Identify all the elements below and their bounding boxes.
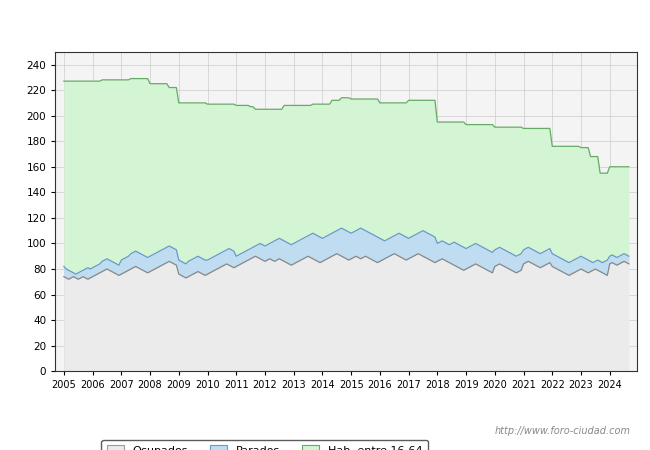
Legend: Ocupados, Parados, Hab. entre 16-64: Ocupados, Parados, Hab. entre 16-64: [101, 440, 428, 450]
Text: http://www.foro-ciudad.com: http://www.foro-ciudad.com: [495, 427, 630, 436]
Text: foro-ciudad.com: foro-ciudad.com: [266, 218, 426, 237]
Text: Villagarcía de Campos - Evolucion de la poblacion en edad de Trabajar Septiembre: Villagarcía de Campos - Evolucion de la …: [65, 18, 585, 29]
